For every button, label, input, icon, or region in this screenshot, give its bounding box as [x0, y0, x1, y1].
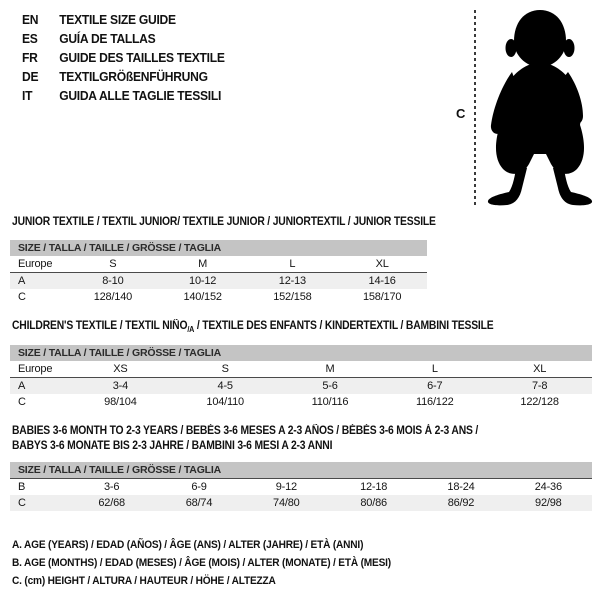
children-size-table: SIZE / TALLA / TAILLE / GRÖSSE / TAGLIA … — [10, 345, 592, 410]
table-row: C 62/68 68/74 74/80 80/86 86/92 92/98 — [10, 495, 592, 511]
table-cell: 116/122 — [416, 396, 454, 408]
language-title: GUIDA ALLE TAGLIE TESSILI — [59, 88, 222, 103]
table-row: B 3-6 6-9 9-12 12-18 18-24 24-36 — [10, 479, 592, 496]
language-code: DE — [22, 69, 39, 84]
row-label: A — [10, 377, 68, 394]
row-label: C — [18, 396, 26, 408]
table-cell: 104/110 — [206, 396, 244, 408]
table-cell: 6-9 — [191, 481, 207, 493]
table-cell: 8-10 — [68, 272, 158, 289]
language-row: FR GUIDE DES TAILLES TEXTILE — [22, 48, 225, 67]
column-header: XL — [487, 361, 592, 378]
babies-size-table: SIZE / TALLA / TAILLE / GRÖSSE / TAGLIA … — [10, 462, 592, 511]
size-bar-row: SIZE / TALLA / TAILLE / GRÖSSE / TAGLIA — [10, 462, 592, 479]
column-header: S — [68, 256, 158, 273]
table-cell: 158/170 — [362, 291, 402, 303]
table-cell: 24-36 — [534, 481, 562, 493]
column-header-row: Europe S M L XL — [10, 256, 427, 273]
table-cell: 80/86 — [329, 495, 418, 511]
table-cell: 10-12 — [157, 272, 248, 289]
language-code: IT — [22, 88, 33, 103]
language-row: DE TEXTILGRÖßENFÜHRUNG — [22, 67, 225, 86]
language-code: FR — [22, 50, 38, 65]
junior-section-heading: JUNIOR TEXTILE / TEXTIL JUNIOR/ TEXTILE … — [12, 216, 436, 228]
row-label: B — [18, 481, 26, 493]
note-height-cm: C. (cm) HEIGHT / ALTURA / HAUTEUR / HÖHE… — [12, 575, 276, 587]
table-cell: 18-24 — [447, 481, 475, 493]
heading-text: CHILDREN'S TEXTILE / TEXTIL NIÑO — [12, 320, 188, 332]
table-cell: 62/68 — [68, 495, 156, 511]
row-label: Europe — [10, 256, 68, 273]
size-bar-row: SIZE / TALLA / TAILLE / GRÖSSE / TAGLIA — [10, 345, 592, 361]
column-header: S — [172, 361, 278, 378]
language-row: EN TEXTILE SIZE GUIDE — [22, 10, 225, 29]
table-cell: 110/116 — [311, 396, 349, 408]
babies-section-heading-line2: BABYS 3-6 MONATE BIS 2-3 JAHRE / BAMBINI… — [12, 440, 333, 452]
column-header: XS — [68, 361, 173, 378]
table-cell: 4-5 — [172, 377, 278, 394]
size-bar-label: SIZE / TALLA / TAILLE / GRÖSSE / TAGLIA — [10, 240, 427, 256]
table-cell: 92/98 — [504, 495, 592, 511]
column-header: L — [247, 256, 338, 273]
children-section-heading: CHILDREN'S TEXTILE / TEXTIL NIÑO/A / TEX… — [12, 320, 494, 334]
column-header: M — [157, 256, 248, 273]
table-row: A 3-4 4-5 5-6 6-7 7-8 — [10, 377, 592, 394]
table-cell: 98/104 — [104, 396, 137, 408]
table-cell: 152/158 — [273, 291, 312, 303]
table-cell: 5-6 — [277, 377, 383, 394]
language-code: EN — [22, 12, 39, 27]
legend-notes: A. AGE (YEARS) / EDAD (AÑOS) / ÂGE (ANS)… — [12, 536, 424, 590]
row-label: C — [10, 495, 68, 511]
table-row: C 128/140 140/152 152/158 158/170 — [10, 289, 427, 305]
table-cell: 74/80 — [242, 495, 330, 511]
heading-subscript: /A — [187, 325, 195, 334]
table-row: A 8-10 10-12 12-13 14-16 — [10, 272, 427, 289]
size-bar-label: SIZE / TALLA / TAILLE / GRÖSSE / TAGLIA — [10, 462, 592, 479]
language-title: TEXTILGRÖßENFÜHRUNG — [59, 69, 208, 84]
table-cell: 128/140 — [93, 291, 133, 303]
junior-size-table: SIZE / TALLA / TAILLE / GRÖSSE / TAGLIA … — [10, 240, 427, 305]
table-cell: 122/128 — [520, 396, 559, 408]
column-header: L — [382, 361, 488, 378]
table-cell: 3-4 — [68, 377, 173, 394]
heading-text: / TEXTILE DES ENFANTS / KINDERTEXTIL / B… — [194, 320, 494, 332]
table-cell: 7-8 — [487, 377, 592, 394]
note-age-months: B. AGE (MONTHS) / EDAD (MESES) / ÂGE (MO… — [12, 557, 391, 569]
column-header: M — [277, 361, 383, 378]
table-cell: 86/92 — [417, 495, 505, 511]
babies-section-heading-line1: BABIES 3-6 MONTH TO 2-3 YEARS / BEBÉS 3-… — [12, 425, 479, 437]
table-cell: 6-7 — [382, 377, 488, 394]
language-row: ES GUÍA DE TALLAS — [22, 29, 225, 48]
column-header: XL — [337, 256, 427, 273]
table-cell: 14-16 — [337, 272, 427, 289]
size-bar-row: SIZE / TALLA / TAILLE / GRÖSSE / TAGLIA — [10, 240, 427, 256]
height-measure-dotted-line — [474, 10, 476, 207]
note-age-years: A. AGE (YEARS) / EDAD (AÑOS) / ÂGE (ANS)… — [12, 539, 364, 551]
table-row: C 98/104 104/110 110/116 116/122 122/128 — [10, 394, 592, 410]
row-label: Europe — [10, 361, 68, 378]
size-bar-label: SIZE / TALLA / TAILLE / GRÖSSE / TAGLIA — [10, 345, 592, 361]
language-list: EN TEXTILE SIZE GUIDE ES GUÍA DE TALLAS … — [22, 10, 240, 105]
table-cell: 68/74 — [155, 495, 243, 511]
column-header-row: Europe XS S M L XL — [10, 361, 592, 378]
language-row: IT GUIDA ALLE TAGLIE TESSILI — [22, 86, 225, 105]
table-cell: 3-6 — [104, 481, 120, 493]
row-label: A — [10, 272, 68, 289]
row-label: C — [18, 291, 26, 303]
table-cell: 12-18 — [360, 481, 388, 493]
language-code: ES — [22, 31, 38, 46]
baby-silhouette-icon — [487, 10, 593, 206]
table-cell: 9-12 — [275, 481, 297, 493]
language-title: GUIDE DES TAILLES TEXTILE — [59, 50, 225, 65]
language-title: TEXTILE SIZE GUIDE — [59, 12, 176, 27]
height-measure-label: C — [456, 106, 466, 121]
table-cell: 140/152 — [183, 291, 222, 303]
table-cell: 12-13 — [247, 272, 338, 289]
language-title: GUÍA DE TALLAS — [59, 31, 156, 46]
